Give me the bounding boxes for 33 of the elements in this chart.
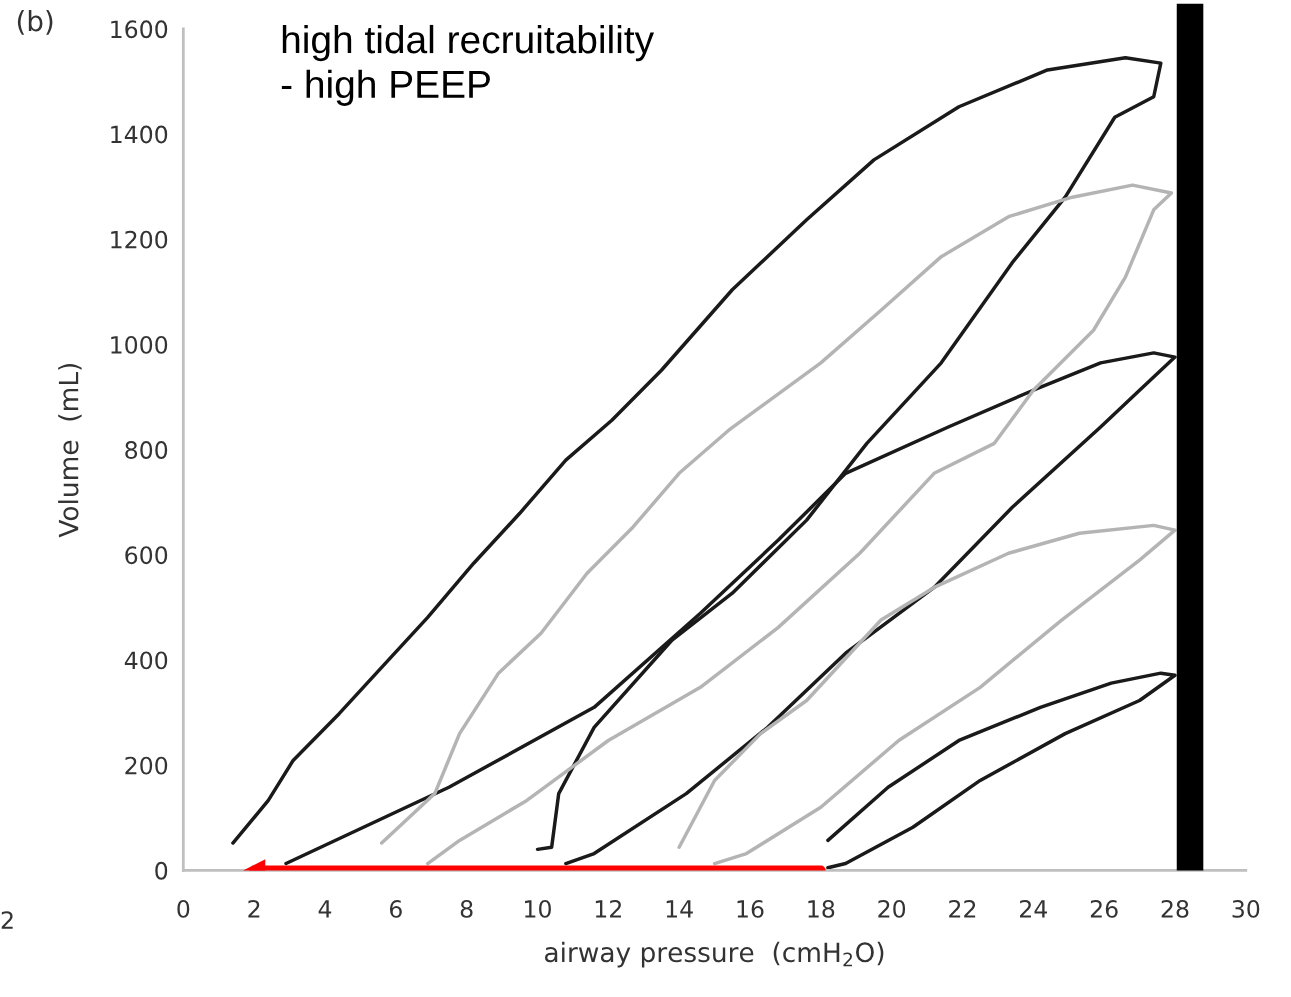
y-tick-label: 1400 [111,125,168,144]
x-tick-label: 18 [808,899,835,918]
y-tick-label: 0 [155,861,168,880]
x-tick-label: 22 [949,899,976,918]
y-tick-label: 1200 [111,230,168,249]
y-tick-label: 1000 [111,335,168,354]
x-tick-label: 26 [1090,899,1118,918]
x-tick-label: 24 [1020,899,1048,918]
y-axis-title: Volume (mL) [58,363,82,538]
x-tick-label: 30 [1232,899,1260,918]
x-tick-label: 14 [666,900,693,918]
line-series [677,523,1177,866]
x-tick-label: 4 [318,900,332,918]
x-tick-label: 28 [1161,899,1189,918]
x-tick-label: 2 [248,899,260,918]
line-series [826,671,1177,870]
text: 2 [1,911,13,929]
x-tick-label: 8 [460,899,473,918]
y-tick-label: 1600 [111,20,168,39]
x-axis-title: airway pressure (cmH$_{2}$O) [545,941,884,968]
y-tick-label: 200 [125,756,168,775]
x-tick-label: 12 [595,899,621,918]
line-series [379,183,1174,866]
y-tick-label: 400 [124,651,168,670]
y-tick-label: 600 [125,546,168,565]
x-tick-label: 6 [389,899,402,918]
x-tick-label: 20 [878,899,906,918]
x-tick-label: 16 [737,899,764,918]
text: (b) [17,9,53,35]
x-tick-label: 10 [525,899,551,918]
x-tick-label: 0 [177,899,190,918]
y-tick-label: 800 [125,441,168,459]
annotation: high tidal recruitability - high PEEP [281,24,655,106]
